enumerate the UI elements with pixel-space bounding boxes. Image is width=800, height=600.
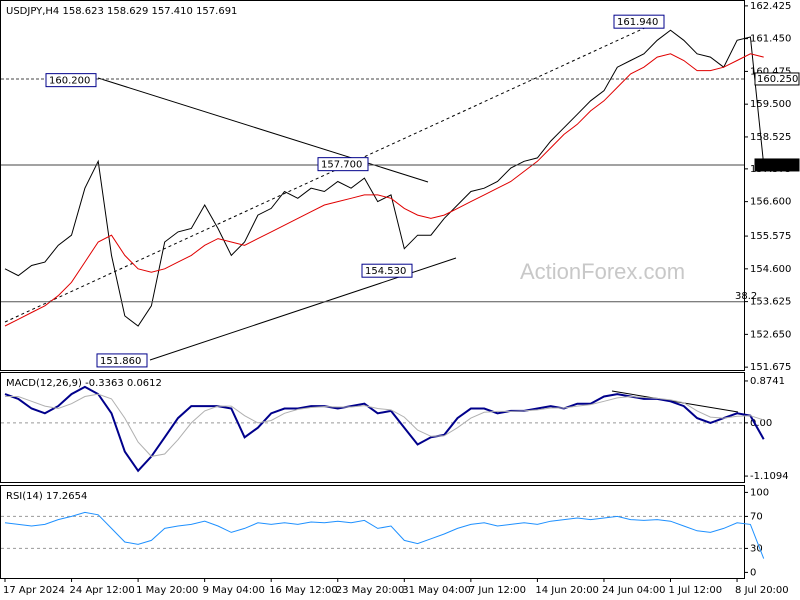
y-tick-label: 70 [750,511,763,522]
x-tick-label: 8 Jul 20:00 [735,585,789,596]
series-line [4,511,765,559]
x-tick-label: 7 Jun 12:00 [469,585,526,596]
series-line [4,385,765,473]
x-tick-label: 31 May 04:00 [402,585,471,596]
panel-title: RSI(14) 17.2654 [6,491,87,502]
x-tick-label: 24 Jun 04:00 [602,585,666,596]
x-tick-label: 1 May 20:00 [136,585,198,596]
x-tick-label: 23 May 20:00 [336,585,405,596]
y-tick-label: 156.600 [750,197,791,208]
macd-trendline [611,390,739,413]
x-tick-label: 16 May 12:00 [269,585,338,596]
annotation-box [361,263,413,278]
x-tick-label: 1 Jul 12:00 [669,585,723,596]
y-tick-label: 159.500 [750,99,791,110]
y-tick-label: -1.1094 [750,471,789,482]
panel-title: USDJPY,H4 158.623 158.629 157.410 157.69… [6,6,237,17]
fib-label: 38.2 [735,291,757,302]
panel-title: MACD(12,26,9) -0.3363 0.0612 [6,378,162,389]
y-tick-label: 155.575 [750,231,791,242]
y-tick-label: 100 [750,487,769,498]
y-tick-label: 0.8741 [750,376,785,387]
annotation-box [317,157,369,172]
annotation-label: 154.530 [365,266,406,277]
annotation-label: 161.940 [617,17,658,28]
y-tick-label: 0 [750,567,756,578]
y-tick-label: 153.625 [750,297,791,308]
series-line [5,393,764,457]
y-tick-label: 161.450 [750,34,791,45]
level-label: 160.250 [757,74,798,85]
series-line [4,53,764,327]
annotation-box [45,73,97,88]
annotation-box [96,353,148,368]
series-line [4,29,765,327]
y-tick-label: 154.600 [750,264,791,275]
y-tick-label: 30 [750,543,763,554]
x-tick-label: 17 Apr 2024 [3,585,65,596]
x-tick-label: 9 May 04:00 [203,585,265,596]
y-tick-label: 160.475 [750,66,791,77]
trendline [97,77,429,183]
price-panel [0,0,745,371]
x-tick-label: 14 Jun 20:00 [535,585,599,596]
level-label: 157.691 [757,160,798,171]
y-tick-label: 162.425 [750,1,791,12]
y-tick-label: 158.525 [750,132,791,143]
y-tick-label: 151.675 [750,362,791,373]
rsi-panel [0,485,745,579]
annotation-label: 157.700 [321,160,362,171]
level-box [754,72,800,86]
macd-panel [0,372,745,483]
x-tick-label: 24 Apr 12:00 [70,585,135,596]
watermark: ActionForex.com [520,259,685,284]
annotation-label: 160.200 [49,76,90,87]
level-box [754,158,800,172]
y-tick-label: 0.00 [750,418,772,429]
y-tick-label: 152.650 [750,329,791,340]
annotation-box [613,14,665,29]
annotation-label: 151.860 [100,356,141,367]
